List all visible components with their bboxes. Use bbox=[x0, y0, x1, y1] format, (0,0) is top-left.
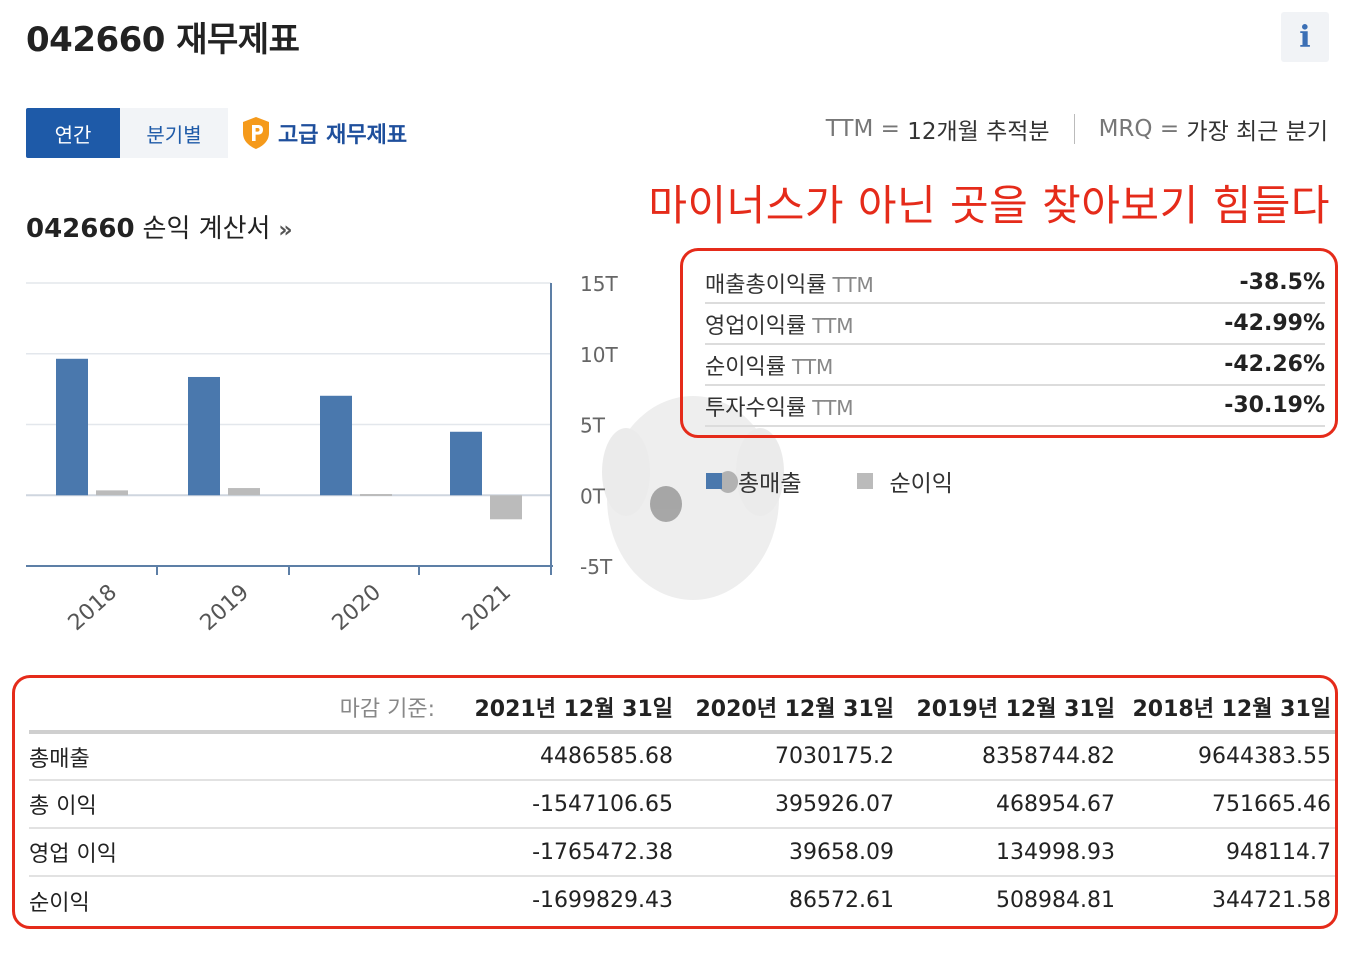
info-icon[interactable]: i bbox=[1281, 12, 1329, 62]
tab-quarterly[interactable]: 분기별 bbox=[120, 108, 228, 158]
x-tick-label: 2018 bbox=[64, 580, 122, 636]
bar-net-income bbox=[228, 488, 260, 496]
table-cell: 508984.81 bbox=[996, 888, 1115, 913]
x-tick-label: 2021 bbox=[458, 580, 516, 636]
period-tabs: 연간 분기별 bbox=[26, 108, 228, 158]
bar-revenue bbox=[56, 358, 88, 496]
x-tick-label: 2019 bbox=[196, 580, 254, 636]
page-title: 042660 재무제표 bbox=[26, 20, 300, 60]
bar-revenue bbox=[450, 431, 482, 496]
x-tick-label: 2020 bbox=[328, 580, 386, 636]
column-header: 2021년 12월 31일 bbox=[455, 684, 677, 734]
y-tick-label: 10T bbox=[580, 343, 618, 367]
ratio-row-gross-margin: 매출총이익률 TTM -38.5% bbox=[705, 263, 1325, 304]
table-corner bbox=[29, 684, 249, 734]
ratio-label: 투자수익률 bbox=[705, 395, 807, 421]
table-cell: 468954.67 bbox=[898, 780, 1119, 829]
premium-financials-link[interactable]: 고급 재무제표 bbox=[242, 116, 407, 150]
column-header: 2020년 12월 31일 bbox=[677, 684, 898, 734]
basis-label: 마감 기준: bbox=[249, 684, 455, 734]
ratio-row-operating-margin: 영업이익률 TTM -42.99% bbox=[705, 304, 1325, 345]
premium-label: 고급 재무제표 bbox=[278, 123, 408, 148]
section-title: 손익 계산서 bbox=[142, 214, 271, 244]
table-cell: 134998.93 bbox=[898, 828, 1119, 877]
mrq-desc: 가장 최근 분기 bbox=[1186, 119, 1328, 145]
table-cell: 7030175.2 bbox=[677, 732, 898, 781]
ratio-row-roi: 투자수익률 TTM -30.19% bbox=[705, 386, 1325, 427]
ratio-ttm: TTM bbox=[812, 313, 854, 338]
ratios-panel: 매출총이익률 TTM -38.5% 영업이익률 TTM -42.99% 순이익률 TT… bbox=[680, 248, 1338, 438]
ttm-mrq-legend: TTM = 12개월 추적분 MRQ = 가장 최근 분기 bbox=[826, 112, 1328, 146]
table-cell: 86572.61 bbox=[789, 888, 894, 913]
section-code: 042660 bbox=[26, 214, 135, 244]
chart-legend: 총매출 순이익 bbox=[706, 464, 953, 498]
table-row: 순이익 -1699829.43 86572.61 508984.81 34472… bbox=[29, 876, 1335, 924]
annotation-text: 마이너스가 아닌 곳을 찾아보기 힘들다 bbox=[648, 181, 1330, 230]
table-cell: 8358744.82 bbox=[898, 732, 1119, 781]
bar-net-income bbox=[360, 494, 392, 497]
table-row: 영업 이익 -1765472.38 39658.09 134998.93 948… bbox=[29, 828, 1335, 877]
table-cell: 9644383.55 bbox=[1119, 732, 1335, 781]
table-cell: -1547106.65 bbox=[455, 780, 677, 829]
ratio-ttm: TTM bbox=[791, 354, 834, 379]
bar-revenue bbox=[188, 376, 220, 496]
row-label: 총매출 bbox=[29, 732, 455, 781]
financials-table: 마감 기준: 2021년 12월 31일 2020년 12월 31일 2019년… bbox=[29, 684, 1335, 924]
bar-net-income bbox=[96, 490, 128, 496]
mrq-key: MRQ = bbox=[1098, 116, 1180, 142]
table-cell: 4486585.68 bbox=[455, 732, 677, 781]
dog-watermark bbox=[602, 396, 784, 600]
ratio-value: -38.5% bbox=[1239, 270, 1325, 295]
legend-label: 총매출 bbox=[738, 471, 802, 497]
income-statement-link[interactable]: 042660 손익 계산서 » bbox=[26, 208, 293, 245]
ttm-key: TTM = bbox=[825, 116, 900, 142]
ratio-ttm: TTM bbox=[812, 395, 854, 420]
ratio-label: 매출총이익률 bbox=[705, 272, 827, 298]
row-label: 총 이익 bbox=[29, 780, 455, 829]
legend-item-net-income[interactable]: 순이익 bbox=[857, 464, 953, 498]
y-tick-label: 0T bbox=[580, 484, 606, 508]
ratio-row-net-margin: 순이익률 TTM -42.26% bbox=[705, 345, 1325, 386]
premium-p-shield-icon bbox=[243, 117, 269, 149]
legend-swatch bbox=[706, 473, 722, 489]
row-label: 순이익 bbox=[29, 890, 90, 916]
bar-net-income bbox=[490, 495, 522, 520]
table-cell: 39658.09 bbox=[677, 828, 898, 877]
table-cell: 948114.7 bbox=[1119, 828, 1335, 877]
ratio-value: -42.99% bbox=[1224, 311, 1325, 336]
ratio-value: -30.19% bbox=[1224, 393, 1325, 418]
table-cell: 751665.46 bbox=[1119, 780, 1335, 829]
y-tick-label: 15T bbox=[580, 272, 618, 296]
ttm-desc: 12개월 추적분 bbox=[907, 119, 1050, 145]
table-cell: 344721.58 bbox=[1212, 888, 1331, 913]
tab-annual[interactable]: 연간 bbox=[26, 108, 120, 158]
table-cell: 395926.07 bbox=[677, 780, 898, 829]
income-chart: 15T 10T 5T 0T -5T 2018 2019 2020 2021 bbox=[26, 272, 618, 636]
financials-table-box: 마감 기준: 2021년 12월 31일 2020년 12월 31일 2019년… bbox=[12, 675, 1338, 929]
table-cell: -1765472.38 bbox=[455, 828, 677, 877]
ratio-value: -42.26% bbox=[1224, 352, 1325, 377]
table-row: 총매출 4486585.68 7030175.2 8358744.82 9644… bbox=[29, 732, 1335, 781]
chevron-right-icon: » bbox=[278, 218, 293, 243]
bar-revenue bbox=[320, 395, 352, 496]
column-header: 2019년 12월 31일 bbox=[898, 684, 1119, 734]
column-header: 2018년 12월 31일 bbox=[1119, 684, 1335, 734]
legend-divider bbox=[1073, 114, 1075, 144]
legend-swatch bbox=[857, 473, 874, 489]
table-row: 총 이익 -1547106.65 395926.07 468954.67 751… bbox=[29, 780, 1335, 829]
legend-item-revenue[interactable]: 총매출 bbox=[706, 464, 801, 498]
ratio-ttm: TTM bbox=[832, 272, 874, 297]
y-tick-label: 5T bbox=[580, 414, 606, 438]
row-label: 영업 이익 bbox=[29, 828, 455, 877]
table-header-row: 마감 기준: 2021년 12월 31일 2020년 12월 31일 2019년… bbox=[29, 684, 1335, 734]
y-tick-label: -5T bbox=[580, 555, 613, 579]
ratio-label: 순이익률 bbox=[705, 354, 786, 380]
legend-label: 순이익 bbox=[889, 471, 953, 497]
ratio-label: 영업이익률 bbox=[705, 313, 807, 339]
table-cell: -1699829.43 bbox=[532, 888, 673, 913]
